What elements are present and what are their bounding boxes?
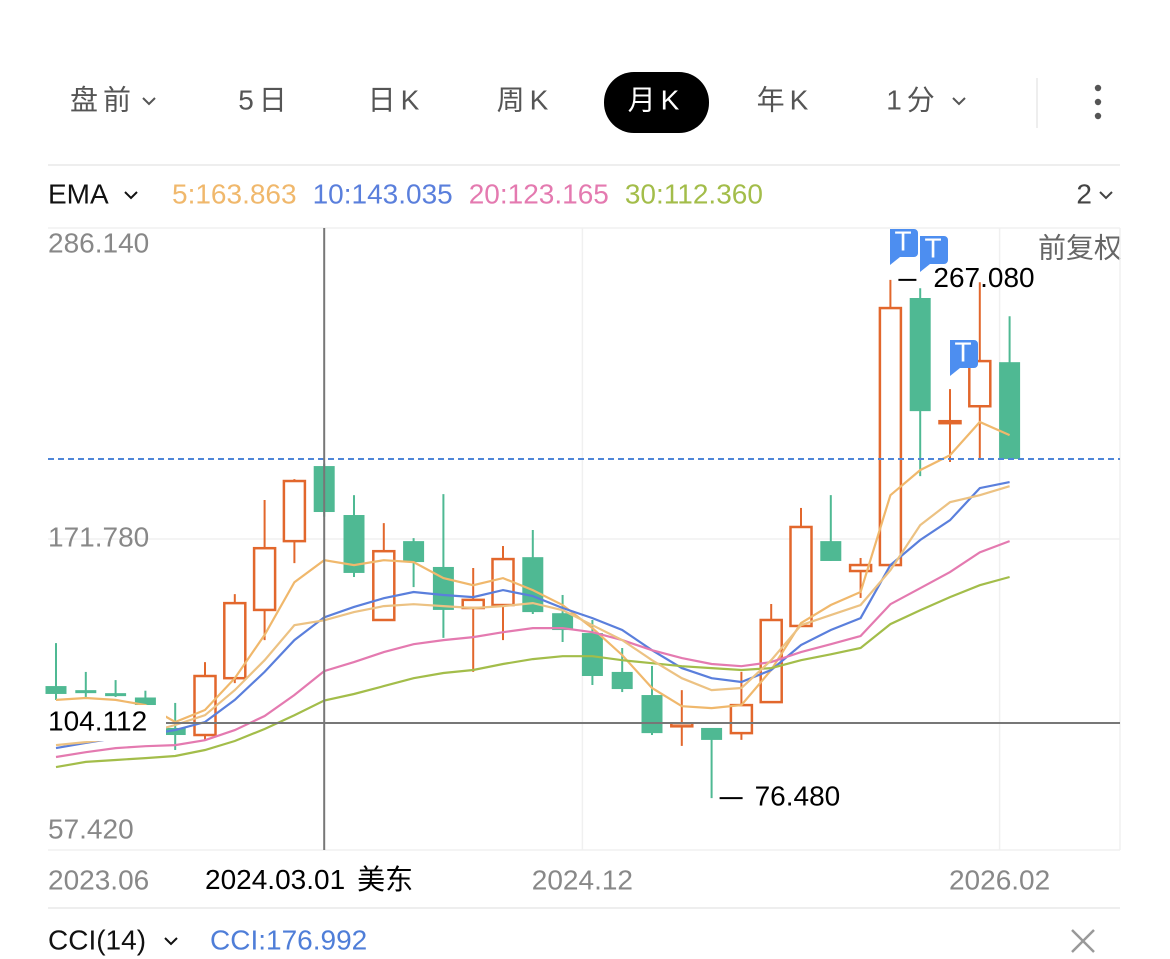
candle-body (701, 727, 723, 740)
marker (890, 229, 918, 265)
crosshair-label-bg (48, 705, 166, 742)
candle-body (432, 566, 454, 610)
marker (950, 340, 978, 376)
dot (1094, 112, 1102, 120)
x-tick-label: 2026.02 (949, 864, 1050, 895)
more-button[interactable] (1094, 84, 1102, 120)
chevron (124, 191, 138, 200)
candle-body (164, 727, 186, 736)
x-tick-label: 2024.12 (532, 864, 633, 895)
crosshair-date: 2024.03.01 美东 (205, 864, 413, 895)
candle-body (75, 690, 97, 694)
y-tick-label: 286.140 (48, 227, 149, 258)
candle-body (999, 362, 1021, 459)
tab[interactable]: 盘前 (70, 84, 156, 115)
indicator-name[interactable]: EMA (48, 178, 109, 209)
tab[interactable]: 5日 (238, 84, 292, 115)
tab-label: 周K (497, 84, 554, 115)
candle-body (343, 515, 365, 573)
cross (1071, 929, 1095, 953)
chevron (1099, 191, 1113, 200)
tab[interactable]: 日K (368, 84, 425, 115)
chevron (164, 937, 178, 946)
trade-markers[interactable]: T T T (890, 225, 978, 376)
legend-entry: 20:123.165 (469, 178, 609, 209)
candle-body (820, 541, 842, 561)
tab-label: 1分 (886, 84, 940, 115)
adjust-label: 前复权 (1038, 232, 1122, 263)
sub-indicator-reading: CCI:176.992 (210, 924, 367, 955)
candle-body (878, 306, 903, 567)
candle-body (848, 563, 873, 573)
legend-entry: 5:163.863 (172, 178, 297, 209)
candle-body (581, 633, 603, 677)
legend-entry: 10:143.035 (313, 178, 453, 209)
tab-label: 年K (757, 84, 814, 115)
marker-glyph: T (954, 336, 971, 367)
ema-line (55, 481, 1010, 750)
sub-indicator-name[interactable]: CCI(14) (48, 924, 146, 955)
candle-body (641, 695, 663, 734)
marker (920, 236, 948, 272)
candle-body (729, 703, 754, 735)
low-label: 76.480 (755, 781, 841, 812)
y-tick-label: 171.780 (48, 521, 149, 552)
ema-line (55, 540, 1010, 759)
active-tab-pill (604, 72, 709, 133)
close-button[interactable] (1071, 929, 1095, 953)
candle-body (282, 479, 307, 543)
dot (1094, 98, 1102, 106)
candle-body (403, 541, 425, 563)
chevron (142, 97, 156, 106)
marker-glyph: T (894, 225, 911, 256)
candle-body (968, 359, 992, 408)
tab[interactable]: 年K (757, 84, 814, 115)
candle-body (193, 674, 217, 737)
plot (45, 227, 1121, 851)
crosshair-zone: 美东 (357, 864, 413, 895)
tab-label: 月K (628, 84, 685, 115)
ema-line (55, 485, 1010, 747)
tab-label: 盘前 (70, 84, 136, 115)
candle-body (252, 546, 277, 612)
candle-body (105, 693, 127, 697)
candle-body (789, 525, 813, 628)
tab[interactable]: 1分 (886, 84, 966, 115)
candle-body (611, 671, 633, 690)
legend-entry: 30:112.360 (625, 178, 763, 209)
candle-body (372, 549, 396, 622)
high-label: 267.080 (933, 262, 1034, 293)
ema-line (55, 575, 1010, 769)
candle-body (938, 419, 962, 425)
tab[interactable]: 月K (628, 84, 685, 115)
layout-count[interactable]: 2 (1076, 178, 1092, 209)
candle-body (45, 686, 67, 694)
tab-label: 5日 (238, 84, 292, 115)
marker-glyph: T (924, 232, 941, 263)
y-tick-label: 57.420 (48, 813, 134, 844)
chevron (952, 97, 966, 106)
tab[interactable]: 周K (497, 84, 554, 115)
candle-body (909, 297, 931, 412)
dot (1094, 84, 1102, 92)
crosshair-date-text: 2024.03.01 (205, 864, 345, 895)
tab-label: 日K (368, 84, 425, 115)
crosshair-date-bg (195, 864, 445, 900)
crosshair-value: 104.112 (48, 705, 147, 736)
x-tick-label: 2023.06 (48, 864, 149, 895)
candle-body (552, 613, 574, 631)
ema-line (55, 420, 1011, 724)
